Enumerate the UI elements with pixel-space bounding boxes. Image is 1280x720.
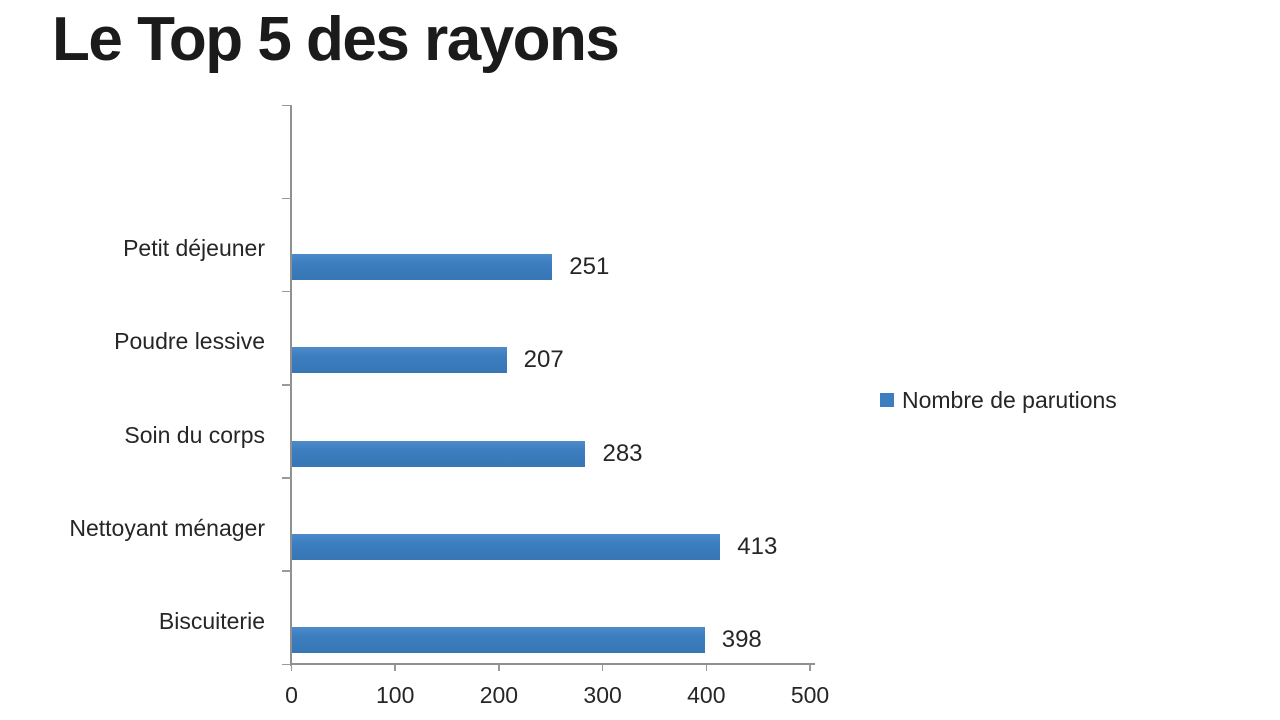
x-axis-tick xyxy=(394,665,396,671)
x-axis xyxy=(290,663,815,665)
x-axis-tick-label: 500 xyxy=(790,682,830,708)
value-label: 207 xyxy=(523,346,564,374)
bar xyxy=(292,626,705,653)
legend-swatch-icon xyxy=(880,393,894,407)
x-axis-tick xyxy=(809,665,811,671)
category-label: Biscuiterie xyxy=(158,607,265,634)
category-label: Soin du corps xyxy=(124,421,265,448)
y-axis xyxy=(290,105,292,666)
x-axis-tick xyxy=(601,665,604,671)
category-label: Poudre lessive xyxy=(114,328,265,355)
y-axis-tick xyxy=(282,384,291,386)
value-label: 283 xyxy=(602,439,643,467)
value-label: 251 xyxy=(569,253,610,281)
bar xyxy=(292,440,586,467)
y-axis-tick xyxy=(282,477,291,479)
y-axis-tick xyxy=(282,290,291,293)
x-axis-tick-label: 300 xyxy=(583,682,622,708)
y-axis-tick xyxy=(282,663,291,665)
chart-title: Le Top 5 des rayons xyxy=(52,5,620,74)
y-axis-tick xyxy=(282,104,291,106)
x-axis-tick-label: 0 xyxy=(285,682,298,708)
category-label: Nettoyant ménager xyxy=(69,514,265,541)
bar xyxy=(292,347,507,374)
value-label: 398 xyxy=(721,625,762,653)
value-label: 413 xyxy=(737,532,778,560)
category-label: Petit déjeuner xyxy=(123,235,265,262)
bar xyxy=(292,254,553,281)
x-axis-tick xyxy=(290,665,293,671)
x-axis-tick-label: 400 xyxy=(687,682,726,708)
x-axis-tick-label: 100 xyxy=(376,682,415,708)
x-axis-tick xyxy=(705,665,708,671)
bar xyxy=(292,533,721,560)
legend-label: Nombre de parutions xyxy=(902,387,1117,413)
y-axis-tick xyxy=(282,570,291,572)
y-axis-tick xyxy=(282,197,291,200)
x-axis-tick xyxy=(498,665,500,671)
legend: Nombre de parutions xyxy=(880,386,1117,414)
x-axis-tick-label: 200 xyxy=(479,682,519,708)
